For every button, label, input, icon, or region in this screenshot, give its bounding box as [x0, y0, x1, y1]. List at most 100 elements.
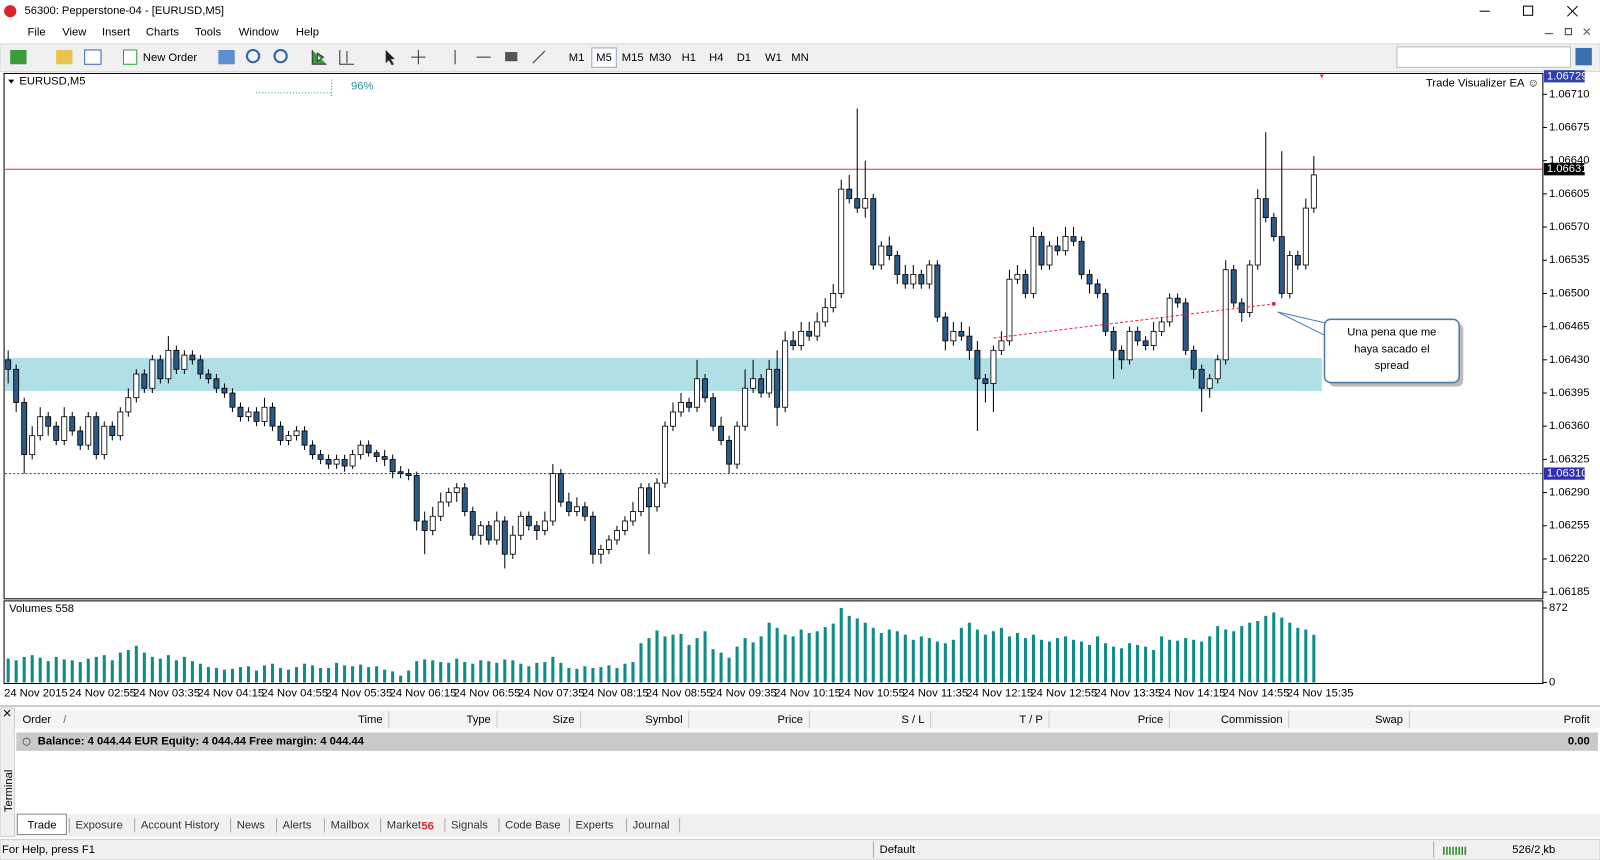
volume-bar — [94, 656, 98, 683]
menu-item[interactable]: View — [62, 27, 87, 39]
rect-icon[interactable] — [505, 52, 518, 62]
column-header[interactable]: Price — [1138, 714, 1164, 726]
column-header[interactable]: Type — [466, 714, 490, 726]
autoscroll-icon[interactable] — [311, 49, 327, 65]
tab[interactable]: Experts — [576, 819, 614, 831]
timeframe-button[interactable]: M15 — [622, 52, 644, 64]
x-tick-label: 24 Nov 08:15 — [582, 688, 649, 700]
candle-body — [253, 411, 260, 422]
column-header[interactable]: T / P — [1019, 714, 1042, 726]
sort-indicator: / — [63, 714, 67, 726]
timeframe-button[interactable]: W1 — [765, 52, 782, 64]
volume-bar — [1104, 643, 1108, 683]
menu-item[interactable]: Charts — [146, 27, 179, 39]
close-button[interactable] — [1566, 5, 1578, 17]
candle-body — [285, 435, 292, 441]
volume-bar — [407, 670, 411, 683]
candle-body — [742, 387, 749, 427]
timeframe-button[interactable]: MN — [791, 52, 808, 64]
column-header[interactable]: Price — [777, 714, 803, 726]
tab[interactable]: Account History — [141, 819, 220, 831]
chart-shift-icon[interactable] — [339, 49, 355, 65]
candle-body — [702, 378, 709, 399]
cursor-icon[interactable] — [385, 49, 395, 66]
volume-bar — [254, 670, 259, 683]
x-tick-label: 24 Nov 09:35 — [710, 688, 777, 700]
timeframe-button[interactable]: H4 — [709, 52, 723, 64]
trend-icon[interactable] — [532, 50, 546, 64]
volume-bar — [1168, 639, 1172, 683]
tab[interactable]: Trade — [28, 819, 57, 831]
search-box[interactable] — [1396, 46, 1571, 68]
timeframe-button[interactable]: M1 — [569, 52, 585, 64]
candle-body — [629, 511, 636, 522]
tab[interactable]: Exposure — [76, 819, 123, 831]
candle-body — [910, 274, 917, 285]
column-header[interactable]: Commission — [1221, 714, 1283, 726]
menu-item[interactable]: Help — [296, 27, 319, 39]
market-watch-icon[interactable] — [218, 49, 235, 65]
tab[interactable]: Alerts — [283, 819, 312, 831]
candle-body — [670, 411, 676, 427]
candle-body — [509, 534, 516, 555]
column-header[interactable]: Swap — [1375, 714, 1403, 726]
level-label: 1.06631 — [1547, 163, 1588, 175]
new-chart-icon[interactable] — [10, 49, 27, 65]
volume-bar — [1264, 615, 1268, 683]
candle-body — [1062, 236, 1069, 252]
volume-bar — [1128, 643, 1132, 683]
column-header[interactable]: Order — [22, 714, 51, 726]
menu-item[interactable]: Tools — [195, 27, 222, 39]
column-header[interactable]: Profit — [1564, 714, 1591, 726]
candle-body — [469, 511, 476, 536]
crosshair-icon[interactable] — [411, 49, 426, 65]
x-tick-label: 24 Nov 14:55 — [1223, 688, 1290, 700]
mdi-buttons[interactable] — [1544, 28, 1591, 36]
timeframe-button[interactable]: D1 — [737, 52, 751, 64]
navigator-icon[interactable] — [84, 49, 102, 65]
volume-bar — [14, 660, 18, 683]
volume-bar — [1015, 632, 1019, 683]
maximize-button[interactable] — [1522, 5, 1534, 16]
tab[interactable]: Market — [387, 819, 422, 831]
tab[interactable]: Journal — [633, 819, 670, 831]
column-header[interactable]: S / L — [901, 714, 924, 726]
volume-bar — [719, 652, 723, 683]
tab[interactable]: Signals — [451, 819, 488, 831]
new-order-icon — [122, 49, 138, 65]
candle-body — [445, 492, 452, 503]
zoom-out-icon[interactable] — [273, 48, 288, 64]
menu-item[interactable]: File — [28, 27, 46, 39]
column-header[interactable]: Size — [553, 714, 575, 726]
candle-body — [157, 359, 164, 380]
volume-bar — [543, 661, 547, 683]
volume-bar — [623, 663, 627, 683]
tab[interactable]: News — [237, 819, 265, 831]
community-icon[interactable] — [1575, 47, 1592, 66]
column-header[interactable]: Symbol — [645, 714, 682, 726]
terminal-close[interactable] — [3, 709, 11, 717]
new-order-button[interactable]: New Order — [143, 52, 198, 64]
volume-bar — [967, 622, 971, 683]
volume-bar — [415, 661, 419, 683]
timeframe-button[interactable]: M30 — [649, 52, 671, 64]
y-tick-label: 1.06640 — [1549, 155, 1590, 167]
profiles-icon[interactable] — [56, 49, 73, 65]
tab[interactable]: Mailbox — [331, 819, 370, 831]
candle-body — [1102, 293, 1109, 332]
candle-body — [758, 378, 765, 394]
connection-icon — [1443, 846, 1467, 855]
timeframe-button-active[interactable]: M5 — [596, 52, 612, 64]
column-header[interactable]: Time — [358, 714, 383, 726]
timeframe-button[interactable]: H1 — [682, 52, 696, 64]
volume-bar — [311, 665, 315, 683]
candle-body — [221, 387, 228, 394]
volume-bar — [863, 622, 867, 683]
menu-item[interactable]: Window — [239, 27, 280, 39]
tab[interactable]: Code Base — [505, 819, 561, 831]
volume-bar — [1096, 636, 1100, 683]
volume-bar — [286, 669, 291, 683]
volume-bar — [831, 623, 835, 683]
zoom-in-icon[interactable] — [245, 48, 261, 64]
menu-item[interactable]: Insert — [102, 27, 131, 39]
